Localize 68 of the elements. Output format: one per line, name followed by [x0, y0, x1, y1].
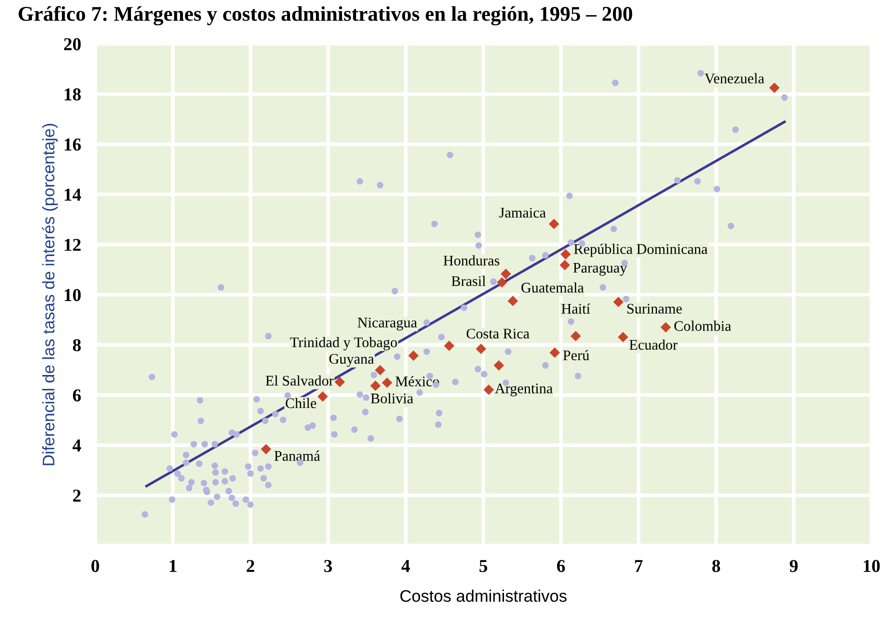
annotation: Guatemala [521, 282, 584, 293]
x-tick-label: 5 [480, 560, 488, 572]
point [496, 277, 508, 288]
point [484, 384, 494, 395]
annotation: Paraguay [573, 263, 628, 276]
point [444, 340, 454, 352]
annotation: Colombia [674, 320, 732, 331]
annotation: Guyana [329, 354, 374, 367]
annotation: Honduras [444, 255, 500, 266]
point [550, 347, 560, 358]
x-tick-label: 7 [635, 560, 643, 572]
point [382, 378, 392, 388]
x-tick-label: 1 [170, 560, 176, 572]
y-tick-label: 12 [64, 238, 81, 251]
point [560, 260, 570, 270]
annotation: Costa Rica [466, 328, 530, 339]
point [769, 82, 780, 93]
x-tick-label: 3 [324, 560, 332, 572]
y-tick-label: 10 [64, 288, 81, 302]
point [494, 360, 504, 371]
y-tick-label: 6 [72, 389, 81, 402]
annotation: Trinidad y Tobago [290, 337, 397, 350]
annotation: Argentina [494, 384, 553, 396]
point [260, 444, 272, 454]
y-tick-label: 8 [72, 339, 81, 352]
point [374, 364, 386, 376]
point [334, 376, 345, 388]
y-tick-label: 16 [64, 138, 81, 151]
point [500, 268, 512, 280]
x-axis-title: Costos administrativos [400, 590, 567, 602]
annotation: Venezuela [704, 73, 764, 84]
annotation: Brasil [452, 276, 486, 286]
x-tick-label: 0 [91, 560, 100, 572]
chart-title: Gráfico 7: Márgenes y costos administrativos en la región, 1995 – 200 [18, 6, 632, 26]
point [476, 344, 486, 354]
x-tick-label: 6 [557, 560, 565, 572]
annotation: Ecuador [629, 339, 678, 350]
annotation: Nicaragua [358, 318, 417, 330]
point [570, 330, 581, 342]
y-tick-label: 14 [64, 188, 82, 201]
annotation: Bolivia [370, 393, 414, 404]
y-tick-label: 20 [64, 38, 81, 50]
y-tick-label: 4 [72, 440, 82, 452]
x-tick-label: 10 [864, 560, 880, 572]
annotation: El Salvador [266, 375, 334, 386]
point [408, 350, 419, 361]
annotation: Panamá [274, 450, 320, 461]
point [613, 296, 624, 308]
y-axis-title: Diferencial de las tasas de interés (porcentaje) [42, 124, 58, 466]
point [508, 296, 518, 306]
point [548, 218, 560, 230]
y-tick-label: 18 [64, 88, 81, 100]
annotation: Chile [286, 398, 316, 408]
point [618, 332, 628, 342]
annotation: Perú [563, 350, 590, 360]
point [317, 391, 328, 402]
annotation: Jamaica [499, 208, 546, 218]
point [660, 322, 671, 332]
annotation: Haití [562, 303, 590, 314]
x-tick-label: 8 [712, 560, 720, 572]
annotation: Suriname [627, 304, 682, 314]
x-tick-label: 4 [401, 560, 410, 572]
point [370, 380, 381, 391]
x-tick-label: 9 [790, 560, 798, 572]
point [560, 249, 571, 260]
annotation: República Dominicana [574, 244, 708, 257]
y-tick-label: 2 [73, 490, 81, 502]
x-tick-label: 2 [246, 560, 254, 572]
